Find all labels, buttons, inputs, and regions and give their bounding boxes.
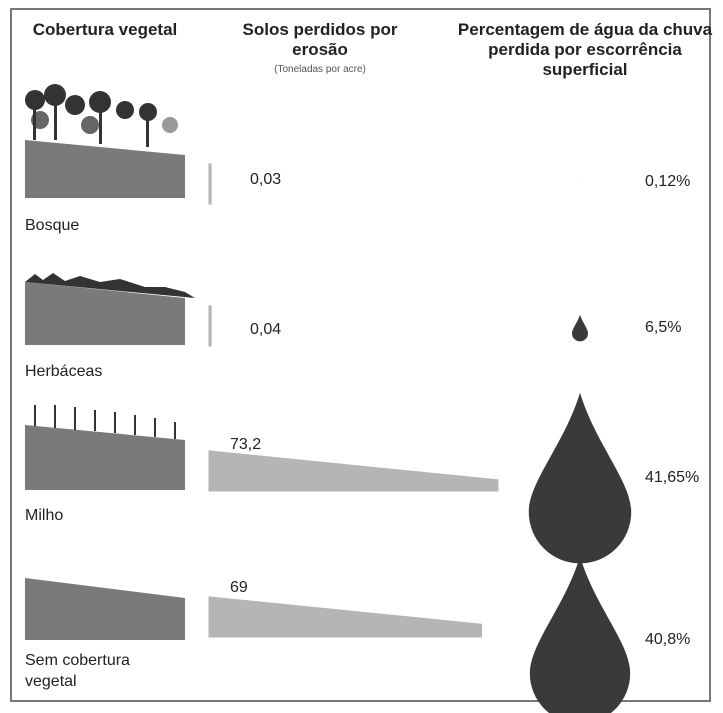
column-title: Solos perdidos por erosão (225, 20, 415, 60)
ground (25, 578, 185, 640)
chart: 0,03 0,12% 0,04 6,5% 73,2 41,65% 69 40,8% (0, 0, 723, 713)
water-drop (529, 393, 631, 564)
category-label: Sem cobertura vegetal (25, 650, 175, 692)
water-value-label: 41,65% (645, 469, 699, 486)
ground (25, 140, 185, 198)
trees (25, 84, 178, 147)
column-title: Percentagem de água da chuva perdida por… (455, 20, 715, 80)
water-value-label: 0,12% (645, 173, 690, 190)
soil-value-label: 0,04 (250, 321, 281, 338)
unit-note: (Toneladas por acre) (225, 64, 415, 75)
ground (25, 425, 185, 490)
water-drop (530, 556, 630, 713)
infographic: 0,03 0,12% 0,04 6,5% 73,2 41,65% 69 40,8% Cober… (0, 0, 723, 713)
soil-value-label: 0,03 (250, 171, 281, 188)
water-value-label: 6,5% (645, 319, 681, 336)
water-value-label: 40,8% (645, 631, 690, 648)
category-label: Milho (25, 505, 175, 526)
column-title: Cobertura vegetal (20, 20, 190, 40)
soil-wedge (210, 452, 497, 490)
soil-wedge (210, 598, 480, 636)
category-label: Bosque (25, 215, 175, 236)
soil-value-label: 69 (230, 579, 248, 596)
soil-value-label: 73,2 (230, 436, 261, 453)
water-drop (572, 315, 588, 342)
category-label: Herbáceas (25, 361, 175, 382)
